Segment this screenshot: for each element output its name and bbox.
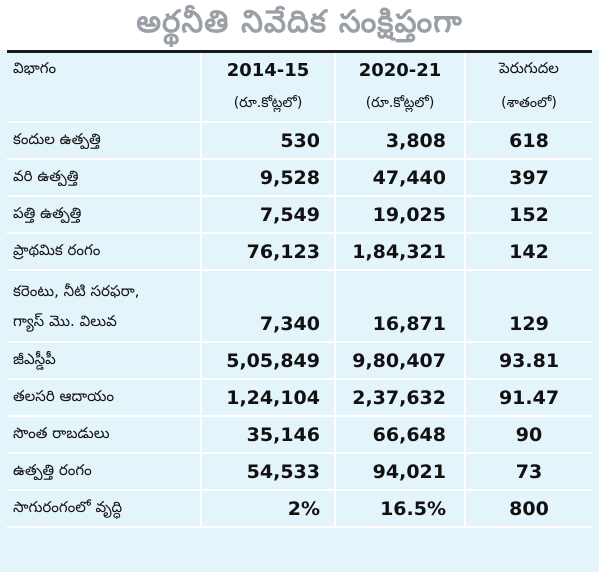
unit-row: (రూ.కోట్లలో) (రూ.కోట్లలో) (శాతంలో) bbox=[7, 87, 592, 122]
value-2020-21: 19,025 bbox=[334, 196, 465, 234]
table-row: పత్తి ఉత్పత్తి 7,549 19,025 152 bbox=[7, 196, 592, 234]
table-row: కందుల ఉత్పత్తి 530 3,808 618 bbox=[7, 122, 592, 160]
value-2014-15: 76,123 bbox=[200, 233, 335, 271]
table-row: వరి ఉత్పత్తి 9,528 47,440 397 bbox=[7, 159, 592, 197]
value-growth: 91.47 bbox=[464, 379, 592, 417]
value-2014-15: 2% bbox=[200, 490, 335, 528]
column-header-growth: పెరుగుదల bbox=[464, 53, 592, 87]
table-row: జీఎస్డీపీ 5,05,849 9,80,407 93.81 bbox=[7, 342, 592, 380]
value-2020-21: 1,84,321 bbox=[334, 233, 465, 271]
unit-label-year2: (రూ.కోట్లలో) bbox=[334, 87, 465, 122]
row-label: సాగురంగంలో వృద్ధి bbox=[7, 490, 201, 528]
row-label-line2: గ్యాస్ మొ. విలువ bbox=[13, 312, 117, 330]
value-2014-15: 5,05,849 bbox=[200, 342, 335, 380]
value-2014-15: 54,533 bbox=[200, 453, 335, 491]
page-title: అర్థనీతి నివేదిక సంక్షిప్తంగా bbox=[0, 0, 599, 50]
value-growth: 618 bbox=[464, 122, 592, 160]
table-row: సాగురంగంలో వృద్ధి 2% 16.5% 800 bbox=[7, 490, 592, 528]
value-2014-15: 530 bbox=[200, 122, 335, 160]
value-growth: 142 bbox=[464, 233, 592, 271]
table-row: కరెంటు, నీటి సరఫరా, గ్యాస్ మొ. విలువ 7,3… bbox=[7, 270, 592, 343]
column-header-year2: 2020-21 bbox=[334, 53, 465, 87]
value-2020-21: 2,37,632 bbox=[334, 379, 465, 417]
row-label-line1: కరెంటు, నీటి సరఫరా, bbox=[13, 282, 140, 300]
unit-label-year1: (రూ.కోట్లలో) bbox=[200, 87, 335, 122]
value-2020-21: 3,808 bbox=[334, 122, 465, 160]
value-2020-21: 9,80,407 bbox=[334, 342, 465, 380]
value-2014-15: 9,528 bbox=[200, 159, 335, 197]
value-growth: 152 bbox=[464, 196, 592, 234]
value-2020-21: 94,021 bbox=[334, 453, 465, 491]
header-row: విభాగం 2014-15 2020-21 పెరుగుదల bbox=[7, 53, 592, 87]
column-header-category: విభాగం bbox=[13, 59, 57, 77]
value-growth: 93.81 bbox=[464, 342, 592, 380]
row-label: కరెంటు, నీటి సరఫరా, గ్యాస్ మొ. విలువ bbox=[7, 270, 201, 343]
table-row: సొంత రాబడులు 35,146 66,648 90 bbox=[7, 416, 592, 454]
row-label: కందుల ఉత్పత్తి bbox=[7, 122, 201, 160]
table-row: ప్రాథమిక రంగం 76,123 1,84,321 142 bbox=[7, 233, 592, 271]
row-label: ప్రాథమిక రంగం bbox=[7, 233, 201, 271]
row-label: ఉత్పత్తి రంగం bbox=[7, 453, 201, 491]
row-label: జీఎస్డీపీ bbox=[7, 342, 201, 380]
value-growth: 800 bbox=[464, 490, 592, 528]
data-table: విభాగం 2014-15 2020-21 పెరుగుదల (రూ.కోట్… bbox=[7, 53, 592, 528]
unit-empty bbox=[7, 87, 201, 122]
value-growth: 90 bbox=[464, 416, 592, 454]
row-label: పత్తి ఉత్పత్తి bbox=[7, 196, 201, 234]
value-2020-21: 16.5% bbox=[334, 490, 465, 528]
row-label: సొంత రాబడులు bbox=[7, 416, 201, 454]
value-growth: 73 bbox=[464, 453, 592, 491]
row-label: తలసరి ఆదాయం bbox=[7, 379, 201, 417]
value-2014-15: 7,549 bbox=[200, 196, 335, 234]
table-row: ఉత్పత్తి రంగం 54,533 94,021 73 bbox=[7, 453, 592, 491]
value-2020-21: 66,648 bbox=[334, 416, 465, 454]
value-2020-21: 47,440 bbox=[334, 159, 465, 197]
value-2014-15: 7,340 bbox=[200, 270, 335, 343]
value-growth: 129 bbox=[464, 270, 592, 343]
value-2020-21: 16,871 bbox=[334, 270, 465, 343]
value-2014-15: 1,24,104 bbox=[200, 379, 335, 417]
row-label: వరి ఉత్పత్తి bbox=[7, 159, 201, 197]
value-growth: 397 bbox=[464, 159, 592, 197]
table-row: తలసరి ఆదాయం 1,24,104 2,37,632 91.47 bbox=[7, 379, 592, 417]
title-divider bbox=[7, 50, 592, 53]
value-2014-15: 35,146 bbox=[200, 416, 335, 454]
unit-label-growth: (శాతంలో) bbox=[464, 87, 592, 122]
column-header-year1: 2014-15 bbox=[200, 53, 335, 87]
